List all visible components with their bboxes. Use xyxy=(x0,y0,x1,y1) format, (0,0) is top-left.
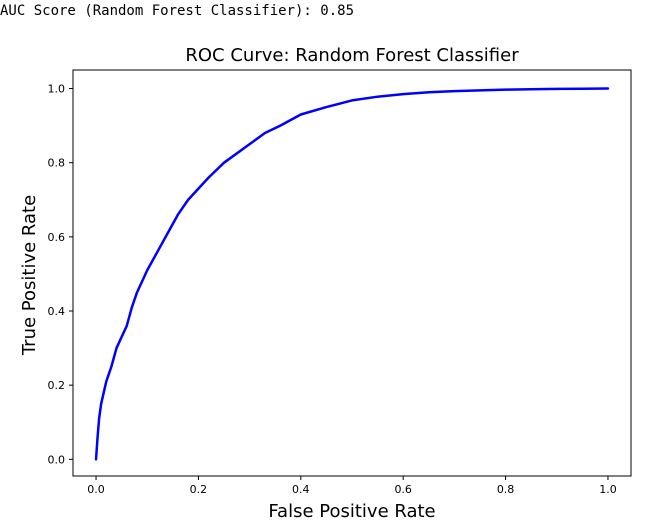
x-tick-label: 0.8 xyxy=(497,483,515,496)
y-tick-label: 0.6 xyxy=(48,231,66,244)
x-tick-label: 1.0 xyxy=(599,483,617,496)
y-tick-label: 0.8 xyxy=(48,157,66,170)
y-axis-label: True Positive Rate xyxy=(19,195,40,356)
y-tick-label: 0.4 xyxy=(48,305,66,318)
y-tick-label: 1.0 xyxy=(48,83,66,96)
x-axis-label: False Positive Rate xyxy=(268,501,435,522)
roc-curve-line xyxy=(94,87,610,461)
axes-frame xyxy=(72,69,632,477)
plot-area: 0.0 0.2 0.4 0.6 0.8 1.0 0.0 0.2 0.4 0.6 0.8 1.0 xyxy=(48,69,632,496)
y-tick-label: 0.2 xyxy=(48,379,66,392)
auc-score-output: AUC Score (Random Forest Classifier): 0.… xyxy=(0,3,355,19)
chart-title: ROC Curve: Random Forest Classifier xyxy=(185,45,519,66)
x-tick-label: 0.0 xyxy=(87,483,105,496)
x-tick-label: 0.6 xyxy=(394,483,412,496)
y-tick-label: 0.0 xyxy=(48,453,66,466)
x-tick-label: 0.2 xyxy=(190,483,208,496)
x-tick-label: 0.4 xyxy=(292,483,310,496)
